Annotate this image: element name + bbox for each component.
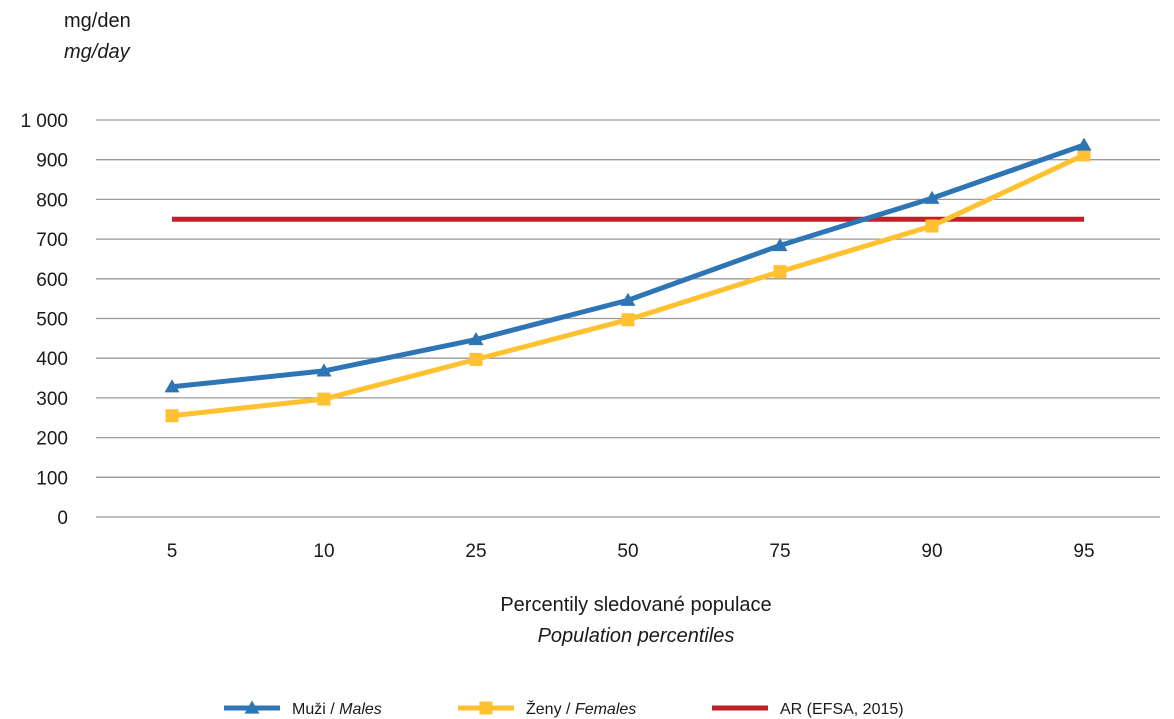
y-tick-label: 900 [36, 151, 68, 172]
y-tick-label: 800 [36, 190, 68, 211]
x-tick-label: 50 [617, 541, 638, 562]
series-1 [165, 148, 1091, 423]
y-tick-label: 200 [36, 429, 68, 450]
y-axis-label: mg/den [64, 10, 131, 32]
data-point [925, 219, 939, 233]
y-tick-label: 500 [36, 310, 68, 331]
x-tick-label: 75 [769, 541, 790, 562]
data-point [317, 392, 331, 406]
legend-label-cz: AR (EFSA, 2015) [780, 701, 904, 718]
legend-label-cz: Ženy [526, 699, 562, 718]
y-tick-label: 400 [36, 349, 68, 370]
y-tick-label: 600 [36, 270, 68, 291]
legend-label: Muži / Males [292, 701, 382, 718]
legend-label: AR (EFSA, 2015) [780, 701, 904, 718]
series-0 [164, 137, 1092, 393]
series-line [171, 142, 1085, 390]
x-tick-label: 5 [167, 541, 178, 562]
x-axis-label-en: Population percentiles [538, 625, 735, 647]
legend-item: AR (EFSA, 2015) [712, 701, 904, 718]
x-tick-label: 90 [921, 541, 942, 562]
legend-marker [479, 701, 493, 715]
y-axis-label-en: mg/day [64, 41, 131, 63]
data-point [469, 352, 483, 366]
x-tick-labels: 5 10 25 50 75 90 95 [167, 541, 1095, 562]
legend-label-cz: Muži [292, 701, 326, 718]
legend-marker [244, 700, 260, 714]
legend-item: Muži / Males [224, 700, 382, 718]
data-point [924, 190, 940, 204]
y-tick-label: 0 [57, 508, 68, 529]
data-point [621, 313, 635, 327]
data-point [164, 379, 180, 393]
y-tick-label: 300 [36, 389, 68, 410]
legend: Muži / Males Ženy / Females AR (EFSA, 2015… [224, 699, 904, 718]
x-tick-label: 25 [465, 541, 486, 562]
data-point [620, 292, 636, 306]
legend-label: Ženy / Females [526, 699, 636, 718]
x-tick-label: 95 [1073, 541, 1094, 562]
legend-label-en: Females [575, 701, 636, 718]
y-tick-label: 100 [36, 468, 68, 489]
data-point [1076, 137, 1092, 151]
data-point [773, 265, 787, 279]
data-point [1077, 148, 1091, 162]
legend-label-en: Males [339, 701, 382, 718]
y-tick-label: 1 000 [20, 111, 68, 132]
x-tick-label: 10 [313, 541, 334, 562]
data-point [316, 363, 332, 377]
y-tick-label: 700 [36, 230, 68, 251]
data-point [468, 332, 484, 346]
y-tick-labels: 0 100 200 300 400 500 600 700 800 900 1 000 [20, 111, 68, 529]
data-point [772, 237, 788, 252]
series-group [164, 137, 1092, 423]
data-point [165, 409, 179, 423]
legend-item: Ženy / Females [458, 699, 636, 718]
x-axis-label: Percentily sledované populace [500, 594, 771, 616]
